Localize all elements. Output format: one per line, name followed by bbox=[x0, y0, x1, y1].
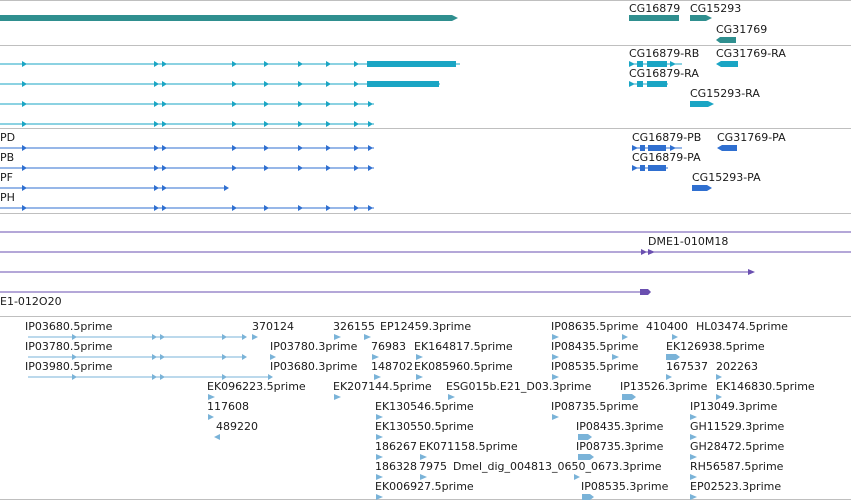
gene-label: CG15293 bbox=[690, 2, 741, 15]
protein-row-label: PH bbox=[0, 191, 15, 204]
est-label: ESG015b.E21_D03.3prime bbox=[446, 380, 592, 393]
est-label: IP08735.5prime bbox=[551, 400, 639, 413]
protein-row-label: PF bbox=[0, 171, 13, 184]
est-label: EK096223.5prime bbox=[207, 380, 306, 393]
mrna-label: CG16879-RA bbox=[629, 67, 699, 80]
est-label: 117608 bbox=[207, 400, 249, 413]
est-label: IP03680.5prime bbox=[25, 320, 113, 333]
gene-feature[interactable] bbox=[716, 37, 736, 43]
est-label: IP03780.3prime bbox=[270, 340, 358, 353]
protein-CG16879-PB[interactable] bbox=[632, 145, 682, 151]
clone-label: E1-012O20 bbox=[0, 295, 62, 308]
protein-CG31769-PA[interactable] bbox=[717, 145, 737, 151]
protein-label: CG16879-PB bbox=[632, 131, 701, 144]
protein-label: CG31769-PA bbox=[717, 131, 786, 144]
gene-track: CG16879 CG15293 CG31769 bbox=[0, 2, 767, 43]
est-label: EK085960.5prime bbox=[414, 360, 513, 373]
est-label: EP02523.3prime bbox=[690, 480, 781, 493]
est-label: 186267 bbox=[375, 440, 417, 453]
est-label: IP08635.5prime bbox=[551, 320, 639, 333]
gene-label: CG31769 bbox=[716, 23, 767, 36]
est-label: 148702 bbox=[371, 360, 413, 373]
est-label: HL03474.5prime bbox=[696, 320, 788, 333]
est-label: 326155 bbox=[333, 320, 375, 333]
mrna-label: CG16879-RB bbox=[629, 47, 699, 60]
est-label: 167537 bbox=[666, 360, 708, 373]
est-label: IP08535.3prime bbox=[581, 480, 669, 493]
mrna-label: CG31769-RA bbox=[716, 47, 786, 60]
protein-row-label: PB bbox=[0, 151, 14, 164]
gene-feature[interactable] bbox=[0, 15, 458, 21]
protein-label: CG15293-PA bbox=[692, 171, 761, 184]
protein-label: CG16879-PA bbox=[632, 151, 701, 164]
transcript-CG15293-RA[interactable] bbox=[690, 101, 714, 107]
est-label: EK207144.5prime bbox=[333, 380, 432, 393]
est-label: IP08535.5prime bbox=[551, 360, 639, 373]
clone-label: DME1-010M18 bbox=[648, 235, 728, 248]
est-label: IP13526.3prime bbox=[620, 380, 708, 393]
clone-track: DME1-010M18 E1-012O20 bbox=[0, 231, 851, 308]
est-label: 76983 bbox=[371, 340, 406, 353]
exon[interactable] bbox=[367, 61, 456, 67]
est-label: EK130546.5prime bbox=[375, 400, 474, 413]
est-label: EK126938.5prime bbox=[666, 340, 765, 353]
transcript-CG16879-RA[interactable] bbox=[629, 81, 668, 87]
est-label: EK071158.5prime bbox=[419, 440, 518, 453]
est-label: EK006927.5prime bbox=[375, 480, 474, 493]
protein-row-label: PD bbox=[0, 131, 15, 144]
est-track: IP03680.5prime IP03780.5prime IP03980.5p… bbox=[25, 320, 815, 500]
mrna-label: CG15293-RA bbox=[690, 87, 760, 100]
est-label: 7975 bbox=[419, 460, 447, 473]
est-label: GH11529.3prime bbox=[690, 420, 785, 433]
protein-CG16879-PA[interactable] bbox=[632, 165, 668, 171]
protein-track: PD PB PF PH bbox=[0, 131, 786, 211]
est-label: IP03780.5prime bbox=[25, 340, 113, 353]
exon[interactable] bbox=[367, 81, 439, 87]
est-label: IP03680.3prime bbox=[270, 360, 358, 373]
est-label: 370124 bbox=[252, 320, 294, 333]
est-label: EK146830.5prime bbox=[716, 380, 815, 393]
gene-feature[interactable] bbox=[629, 15, 679, 21]
gene-label: CG16879 bbox=[629, 2, 680, 15]
gene-feature[interactable] bbox=[690, 15, 712, 21]
est-label: EK164817.5prime bbox=[414, 340, 513, 353]
est-label: IP13049.3prime bbox=[690, 400, 778, 413]
mrna-track: CG16879-RB CG31769-RA CG16879-RA CG15293… bbox=[0, 47, 786, 127]
est-label: 202263 bbox=[716, 360, 758, 373]
est-label: IP08735.3prime bbox=[576, 440, 664, 453]
est-label: IP08435.3prime bbox=[576, 420, 664, 433]
est-label: 410400 bbox=[646, 320, 688, 333]
transcript-CG16879-RB[interactable] bbox=[629, 61, 682, 67]
est-label: GH28472.5prime bbox=[690, 440, 785, 453]
est-label: IP08435.5prime bbox=[551, 340, 639, 353]
est-label: 186328 bbox=[375, 460, 417, 473]
transcript-CG31769-RA[interactable] bbox=[716, 61, 738, 67]
est-label: EP12459.3prime bbox=[380, 320, 471, 333]
est-label: IP03980.5prime bbox=[25, 360, 113, 373]
est-glyphs[interactable] bbox=[208, 334, 722, 500]
est-label: EK130550.5prime bbox=[375, 420, 474, 433]
protein-CG15293-PA[interactable] bbox=[692, 185, 712, 191]
est-label: Dmel_dig_004813_0650_0673.3prime bbox=[453, 460, 662, 473]
est-label: 489220 bbox=[216, 420, 258, 433]
est-label: RH56587.5prime bbox=[690, 460, 784, 473]
